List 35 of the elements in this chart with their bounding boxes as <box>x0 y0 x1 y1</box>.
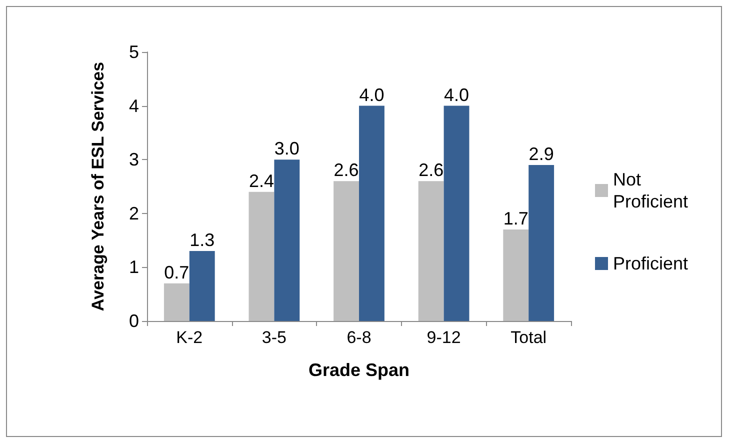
data-label: 1.3 <box>190 230 215 250</box>
y-tick-label: 1 <box>128 257 139 278</box>
x-tick-label: 9-12 <box>426 328 461 347</box>
y-tick-label: 0 <box>128 311 139 331</box>
y-axis-title: Average Years of ESL Services <box>88 62 108 312</box>
data-label: 2.6 <box>418 160 444 180</box>
bar <box>248 192 274 321</box>
x-tick-label: K-2 <box>176 328 203 347</box>
x-tick-label: Total <box>510 328 547 347</box>
data-label: 2.4 <box>248 170 274 191</box>
data-label: 3.0 <box>274 138 300 159</box>
bar <box>528 164 554 321</box>
x-axis-title: Grade Span <box>308 360 410 380</box>
data-label: 2.6 <box>334 160 359 180</box>
x-tick-label: 3-5 <box>262 328 286 347</box>
bar <box>418 181 444 321</box>
legend-label: Proficient <box>613 254 688 274</box>
y-tick-label: 3 <box>128 150 139 170</box>
bar <box>274 160 300 321</box>
data-label: 0.7 <box>164 262 190 282</box>
x-tick-label: 6-8 <box>346 328 372 347</box>
data-label: 4.0 <box>359 84 384 105</box>
bar <box>444 106 470 321</box>
y-tick-label: 4 <box>128 96 139 116</box>
y-tick-label: 2 <box>128 203 139 224</box>
bar <box>503 230 529 321</box>
y-tick-label: 5 <box>128 42 139 62</box>
bar <box>334 181 359 321</box>
data-label: 2.9 <box>528 144 554 164</box>
data-label: 1.7 <box>503 208 528 229</box>
legend-label: Not Proficient <box>613 170 688 212</box>
bar <box>164 283 190 321</box>
data-label: 4.0 <box>444 84 470 105</box>
bar <box>189 251 215 321</box>
bar <box>359 106 384 321</box>
